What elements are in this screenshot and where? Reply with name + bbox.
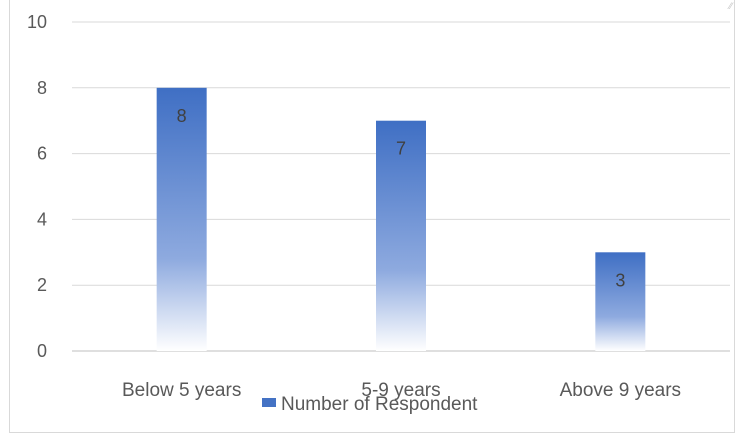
y-tick-label: 0 xyxy=(37,341,47,361)
x-category-label: Below 5 years xyxy=(122,380,241,401)
legend-swatch xyxy=(262,398,276,407)
chart-frame: ⁄⁄ xyxy=(9,0,735,433)
bar[interactable] xyxy=(376,120,426,351)
x-category-label: 5-9 years xyxy=(361,380,440,401)
y-axis-ticks: 0 2 4 6 8 10 xyxy=(27,12,47,361)
legend: Number of Respondent xyxy=(262,394,478,415)
bars xyxy=(156,87,646,352)
y-tick-label: 4 xyxy=(37,209,47,229)
x-category-label: Above 9 years xyxy=(560,380,681,401)
bar[interactable] xyxy=(595,252,646,351)
resize-grip-icon[interactable]: ⁄⁄ xyxy=(728,2,732,12)
y-tick-label: 2 xyxy=(37,275,47,295)
legend-label: Number of Respondent xyxy=(281,394,478,415)
data-label: 3 xyxy=(615,270,625,290)
y-tick-label: 10 xyxy=(27,12,47,32)
data-labels: 8 7 3 xyxy=(177,106,626,290)
y-tick-label: 8 xyxy=(37,78,47,98)
y-tick-label: 6 xyxy=(37,144,47,164)
x-axis-categories: Below 5 years 5-9 years Above 9 years xyxy=(122,380,681,401)
data-label: 7 xyxy=(396,139,406,159)
data-label: 8 xyxy=(177,106,187,126)
bar[interactable] xyxy=(156,87,207,352)
